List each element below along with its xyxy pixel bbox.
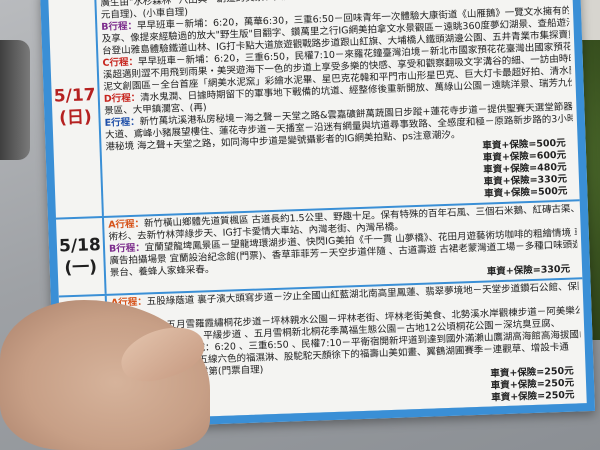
option-label: B行程： [101, 20, 138, 33]
date-value: 5/17 [53, 85, 96, 107]
option-label: D行程： [103, 92, 141, 105]
option-label: E行程： [104, 116, 140, 129]
weekday: (日) [58, 107, 93, 129]
date-label: 5/17 (日) [48, 0, 104, 218]
option-label: C行程： [102, 56, 139, 69]
date-value: 5/18 [58, 235, 102, 257]
option-label: A行程： [108, 218, 145, 231]
trash-bin [0, 40, 30, 160]
weekday: (一) [64, 257, 98, 279]
date-label: 5/18 (一) [56, 217, 107, 296]
option-text: 景台、養蜂人家蜂采春。 [109, 264, 215, 279]
option-label: B行程： [108, 242, 146, 255]
day-section: 5/17(日)廣生由"水杉森林" 八田與一創造的美景、天井遊園的奇美水利奇景。蓮… [48, 0, 580, 220]
